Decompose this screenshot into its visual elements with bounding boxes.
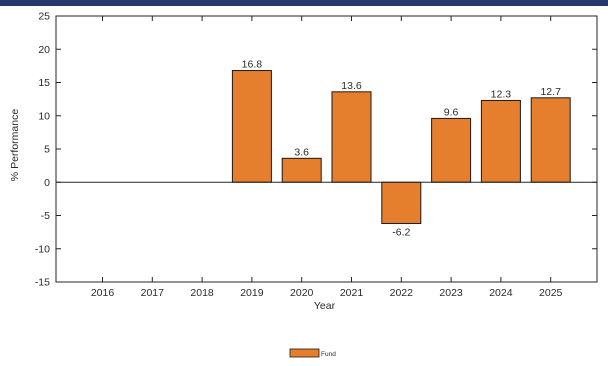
- bar-2025: [530, 97, 571, 183]
- data-label-2022: -6.2: [392, 226, 410, 238]
- y-tick-label: 15: [38, 77, 50, 89]
- bar-2021: [331, 91, 372, 183]
- bars: [231, 70, 571, 224]
- data-label-2024: 12.3: [491, 88, 512, 100]
- y-tick-label: -10: [35, 243, 50, 255]
- plot-frame: [55, 15, 598, 283]
- bar-2019: [231, 70, 272, 183]
- x-tick-label: 2024: [489, 287, 513, 299]
- x-tick-label: 2025: [539, 287, 563, 299]
- x-tick-label: 2018: [190, 287, 214, 299]
- bar-2024: [480, 99, 521, 183]
- x-axis-ticks: 2016 2017 2018 2019 2020 2021 2022 2023 2024 2025: [91, 16, 563, 299]
- bar-2020: [281, 157, 322, 183]
- y-tick-label: 10: [38, 110, 50, 122]
- data-label-2021: 13.6: [341, 80, 362, 92]
- y-tick-label: 5: [44, 144, 50, 156]
- data-label-2025: 12.7: [540, 86, 561, 98]
- x-tick-label: 2021: [340, 287, 364, 299]
- x-tick-label: 2020: [290, 287, 314, 299]
- y-tick-label: -5: [41, 210, 50, 222]
- y-axis-title: % Performance: [9, 109, 21, 182]
- x-tick-label: 2023: [439, 287, 463, 299]
- legend-label-fund: Fund: [321, 351, 336, 358]
- data-labels: 16.8 3.6 13.6 -6.2 9.6 12.3 12.7: [242, 59, 561, 239]
- legend: Fund: [289, 348, 336, 358]
- y-tick-label: -15: [35, 277, 50, 289]
- y-tick-label: 25: [38, 11, 50, 23]
- data-label-2020: 3.6: [294, 146, 309, 158]
- bar-2023: [431, 117, 472, 183]
- top-band: [0, 0, 608, 6]
- x-tick-label: 2022: [390, 287, 414, 299]
- x-axis-title: Year: [314, 300, 336, 312]
- legend-swatch-fund: [289, 348, 320, 358]
- data-label-2023: 9.6: [444, 106, 459, 118]
- x-tick-label: 2017: [141, 287, 165, 299]
- y-tick-label: 20: [38, 44, 50, 56]
- y-tick-label: 0: [44, 177, 50, 189]
- bar-2022: [381, 181, 422, 224]
- x-tick-label: 2016: [91, 287, 115, 299]
- x-tick-label: 2019: [240, 287, 264, 299]
- data-label-2019: 16.8: [242, 59, 263, 71]
